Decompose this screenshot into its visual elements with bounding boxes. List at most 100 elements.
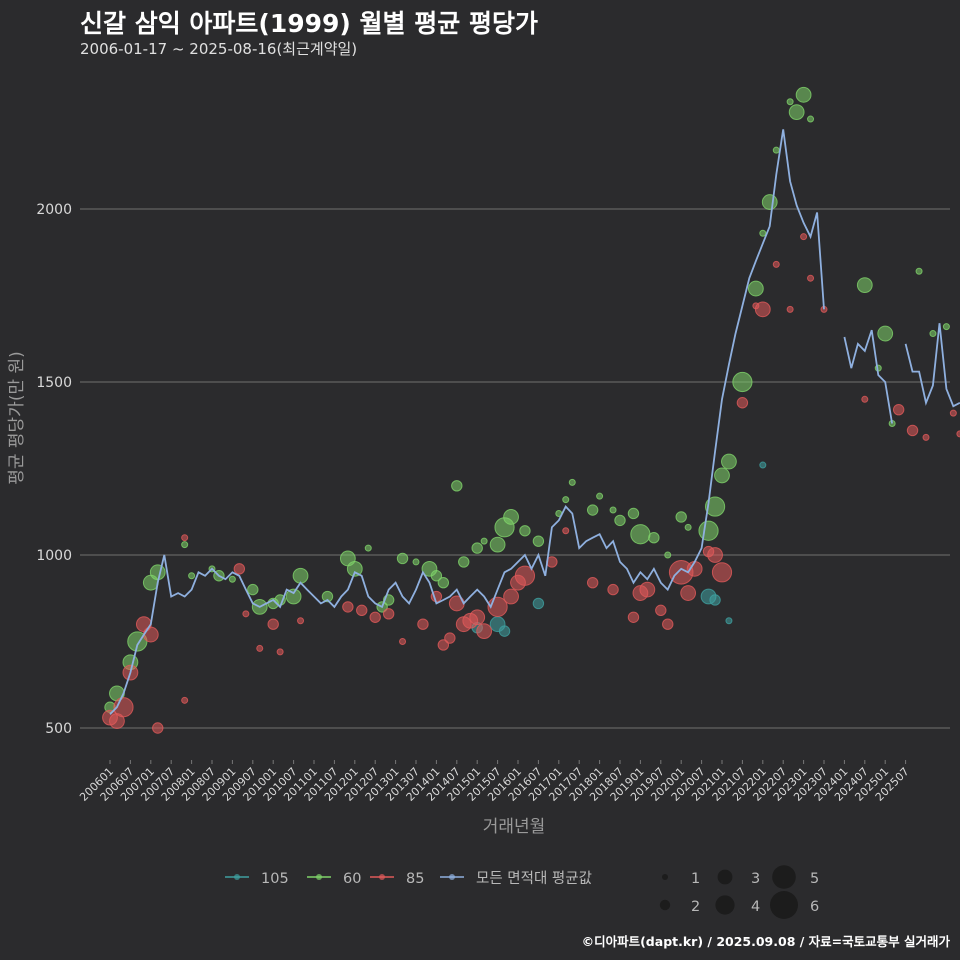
point-60 [396, 552, 409, 565]
point-60 [181, 541, 189, 549]
point-85 [662, 618, 674, 630]
point-60 [942, 323, 950, 331]
point-85 [469, 609, 486, 626]
scatter-points [102, 86, 960, 734]
point-60 [747, 280, 764, 297]
point-85 [736, 397, 749, 409]
point-85 [949, 409, 957, 417]
point-60 [568, 478, 576, 486]
point-105 [498, 625, 511, 637]
avg-line-segment [843, 329, 893, 424]
point-105 [725, 617, 733, 625]
legend-swatch [234, 874, 240, 880]
legend-size-dot [772, 865, 796, 889]
point-60 [412, 558, 420, 566]
point-60 [519, 525, 531, 537]
point-85 [562, 527, 570, 535]
point-85 [342, 601, 354, 613]
point-85 [417, 618, 429, 630]
point-60 [364, 544, 372, 552]
point-85 [181, 696, 189, 704]
point-85 [444, 632, 456, 644]
legend-swatch [449, 874, 455, 880]
point-85 [152, 722, 164, 734]
point-60 [761, 194, 778, 210]
point-60 [321, 590, 334, 603]
point-85 [256, 644, 264, 652]
point-85 [655, 604, 667, 617]
point-60 [877, 325, 894, 342]
legend-size-label: 4 [751, 899, 760, 915]
legend-size-dot [659, 899, 671, 911]
y-axis-ticks: 500 1000 1500 2000 [36, 202, 72, 737]
point-60 [532, 535, 545, 547]
legend-swatch [316, 874, 322, 880]
point-60 [648, 532, 660, 544]
point-85 [807, 274, 815, 282]
point-60 [759, 229, 767, 237]
legend-size-label: 2 [691, 899, 700, 915]
point-85 [503, 588, 519, 605]
point-105 [532, 597, 545, 610]
point-60 [471, 542, 483, 554]
point-60 [664, 551, 672, 559]
legend-label: 모든 면적대 평균값 [476, 870, 592, 887]
average-line [109, 129, 960, 715]
point-60 [292, 567, 309, 584]
point-60 [772, 146, 780, 154]
point-60 [609, 506, 617, 514]
point-85 [772, 260, 780, 268]
point-85 [476, 623, 493, 640]
point-85 [297, 617, 305, 625]
point-85 [680, 585, 697, 601]
point-60 [149, 564, 166, 581]
point-60 [437, 576, 450, 589]
avg-line-segment [904, 323, 960, 408]
point-60 [188, 572, 196, 580]
point-60 [721, 453, 737, 470]
grid-lines [80, 208, 950, 729]
point-60 [675, 511, 687, 523]
y-tick-label: 1500 [36, 375, 72, 391]
point-105 [709, 594, 721, 606]
point-60 [480, 537, 488, 545]
point-85 [922, 433, 930, 441]
point-85 [892, 403, 905, 416]
y-tick-label: 2000 [36, 202, 72, 218]
legend-size-label: 1 [691, 871, 700, 887]
point-85 [181, 534, 189, 542]
legend-label: 105 [261, 871, 289, 887]
point-60 [596, 492, 604, 500]
point-60 [856, 277, 873, 294]
point-60 [346, 560, 363, 577]
y-tick-label: 1000 [36, 548, 72, 564]
y-tick-label: 500 [45, 721, 72, 737]
point-60 [732, 371, 753, 393]
point-85 [276, 648, 284, 656]
point-85 [369, 611, 381, 623]
point-85 [639, 581, 656, 598]
legend-label: 60 [343, 871, 361, 887]
point-60 [714, 467, 730, 484]
point-60 [788, 104, 805, 121]
point-85 [356, 604, 368, 617]
point-85 [437, 639, 450, 651]
point-85 [627, 611, 640, 623]
chart-title: 신갈 삼익 아파트(1999) 월별 평균 평당가 [80, 9, 538, 38]
point-85 [514, 565, 536, 586]
point-60 [489, 536, 506, 553]
legend: 105 60 85 모든 면적대 평균값 1 2 3 4 5 6 [225, 865, 819, 919]
point-60 [915, 267, 923, 275]
point-85 [267, 618, 279, 630]
point-85 [242, 610, 250, 618]
x-axis-ticks: 2006012006072007012007072008012008072009… [77, 760, 912, 804]
point-85 [711, 562, 733, 583]
point-105 [759, 461, 767, 469]
point-85 [586, 576, 599, 589]
legend-swatch [379, 874, 385, 880]
point-60 [684, 523, 692, 531]
point-60 [503, 509, 519, 525]
point-85 [382, 608, 395, 620]
legend-size-dot [662, 874, 668, 880]
